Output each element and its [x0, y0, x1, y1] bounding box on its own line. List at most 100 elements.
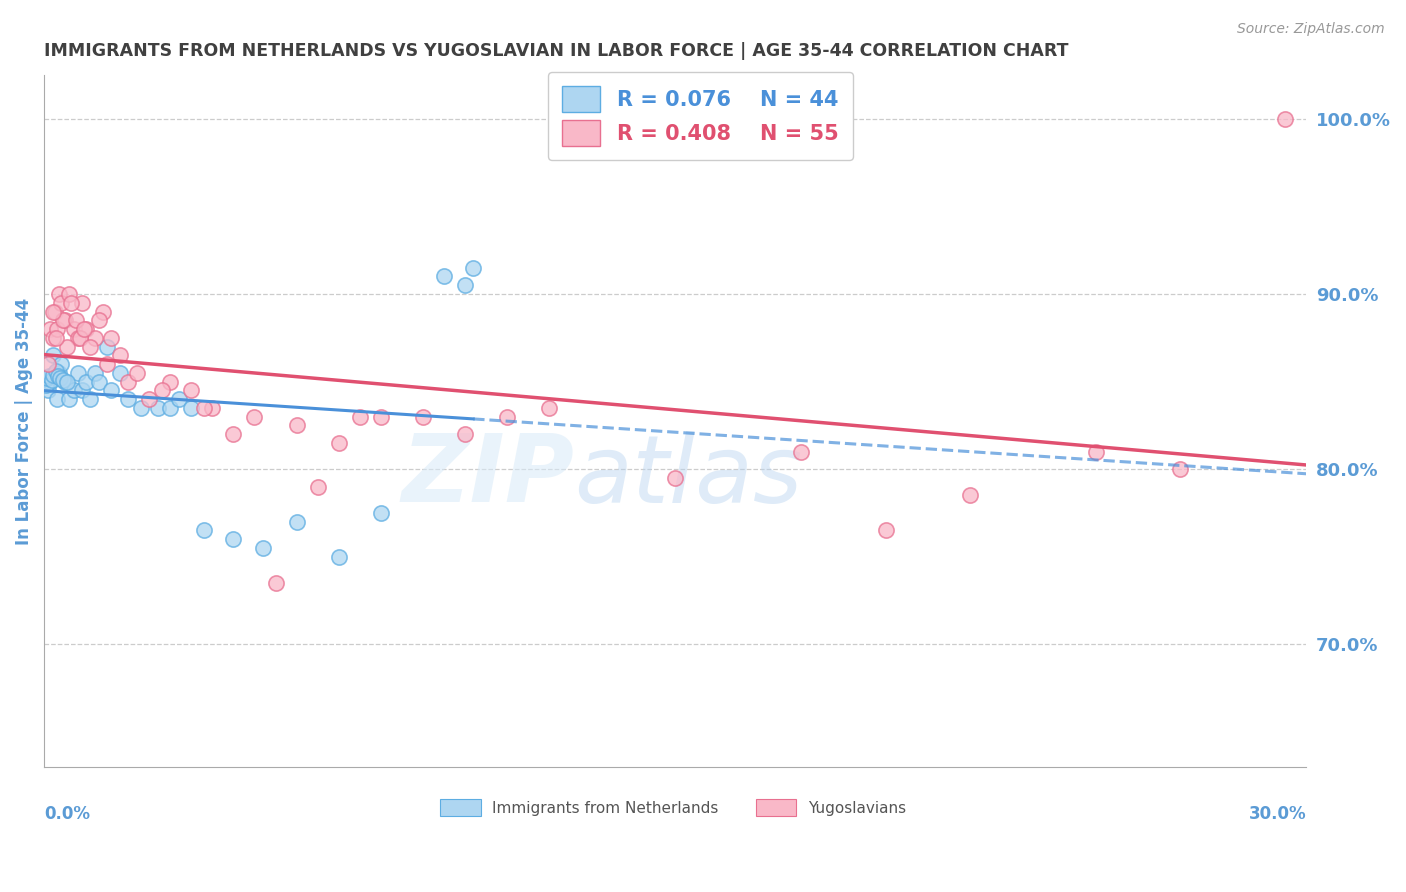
Point	[349, 409, 371, 424]
Point	[193, 524, 215, 538]
Point	[45, 364, 67, 378]
Point	[48, 366, 70, 380]
Point	[37, 384, 59, 398]
Point	[37, 371, 59, 385]
Point	[79, 392, 101, 406]
Point	[70, 384, 93, 398]
Point	[370, 506, 392, 520]
Point	[75, 375, 97, 389]
Point	[117, 392, 139, 406]
Point	[62, 322, 84, 336]
Point	[65, 313, 87, 327]
Point	[45, 331, 67, 345]
Point	[62, 384, 84, 398]
Point	[49, 357, 72, 371]
Point	[41, 348, 63, 362]
Point	[46, 369, 69, 384]
Point	[193, 401, 215, 415]
Point	[37, 357, 59, 371]
Text: IMMIGRANTS FROM NETHERLANDS VS YUGOSLAVIAN IN LABOR FORCE | AGE 35-44 CORRELATIO: IMMIGRANTS FROM NETHERLANDS VS YUGOSLAVI…	[44, 42, 1069, 60]
Text: ZIP: ZIP	[401, 430, 574, 522]
Point	[91, 304, 114, 318]
Point	[42, 304, 65, 318]
Point	[328, 435, 350, 450]
Point	[100, 331, 122, 345]
Point	[370, 409, 392, 424]
Point	[125, 366, 148, 380]
Text: 30.0%: 30.0%	[1249, 805, 1306, 823]
Point	[41, 331, 63, 345]
Point	[44, 304, 66, 318]
Point	[39, 322, 62, 336]
Point	[201, 401, 224, 415]
Point	[53, 375, 76, 389]
Point	[58, 287, 80, 301]
Point	[180, 401, 202, 415]
Point	[243, 409, 266, 424]
Point	[537, 401, 560, 415]
Point	[60, 295, 83, 310]
Point	[790, 444, 813, 458]
Point	[83, 366, 105, 380]
Point	[108, 348, 131, 362]
Point	[959, 488, 981, 502]
Point	[48, 287, 70, 301]
Point	[222, 532, 245, 546]
Point	[117, 375, 139, 389]
Point	[66, 366, 89, 380]
Point	[454, 427, 477, 442]
Text: Source: ZipAtlas.com: Source: ZipAtlas.com	[1237, 22, 1385, 37]
Text: 0.0%: 0.0%	[44, 805, 90, 823]
Point	[38, 369, 60, 384]
Point	[53, 313, 76, 327]
Point	[52, 373, 75, 387]
Point	[75, 322, 97, 336]
Point	[49, 295, 72, 310]
Point	[167, 392, 190, 406]
Point	[79, 339, 101, 353]
Point	[108, 366, 131, 380]
Point	[328, 549, 350, 564]
Point	[49, 371, 72, 385]
Point	[83, 331, 105, 345]
Point	[1274, 112, 1296, 126]
Point	[45, 392, 67, 406]
Point	[159, 401, 181, 415]
Point	[96, 357, 118, 371]
Point	[66, 331, 89, 345]
Point	[146, 401, 169, 415]
Point	[433, 269, 456, 284]
Point	[150, 384, 173, 398]
Text: Yugoslavians: Yugoslavians	[807, 801, 905, 815]
Point	[41, 373, 63, 387]
Point	[307, 479, 329, 493]
Point	[463, 260, 485, 275]
Text: Immigrants from Netherlands: Immigrants from Netherlands	[492, 801, 718, 815]
Point	[45, 322, 67, 336]
Point	[264, 575, 287, 590]
Point	[1168, 462, 1191, 476]
Point	[35, 378, 58, 392]
Point	[496, 409, 519, 424]
Point	[69, 331, 91, 345]
Point	[222, 427, 245, 442]
Point	[87, 375, 110, 389]
FancyBboxPatch shape	[756, 799, 796, 815]
Point	[56, 375, 79, 389]
FancyBboxPatch shape	[440, 799, 481, 815]
Point	[285, 515, 308, 529]
Point	[73, 322, 96, 336]
Point	[129, 401, 152, 415]
Point	[875, 524, 897, 538]
Point	[39, 375, 62, 389]
Point	[42, 368, 65, 382]
Point	[52, 313, 75, 327]
Y-axis label: In Labor Force | Age 35-44: In Labor Force | Age 35-44	[15, 297, 32, 544]
Text: atlas: atlas	[574, 431, 803, 522]
Point	[180, 384, 202, 398]
Legend: R = 0.076    N = 44, R = 0.408    N = 55: R = 0.076 N = 44, R = 0.408 N = 55	[548, 71, 853, 161]
Point	[285, 418, 308, 433]
Point	[664, 471, 686, 485]
Point	[138, 392, 160, 406]
Point	[1084, 444, 1107, 458]
